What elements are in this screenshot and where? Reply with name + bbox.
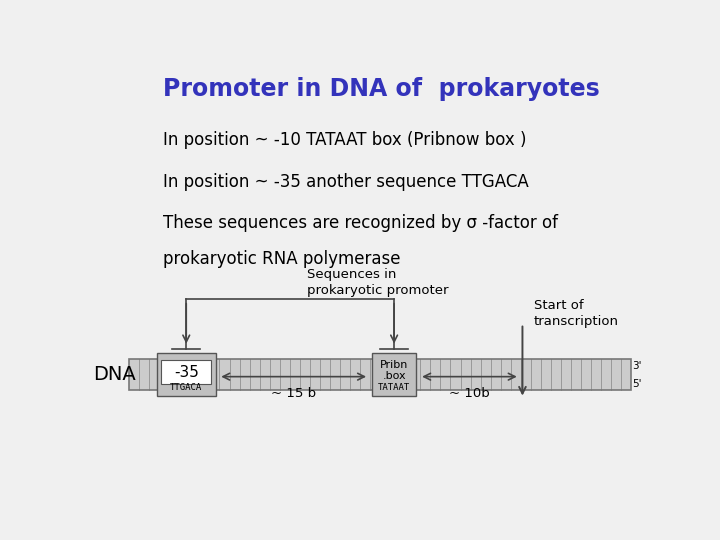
- Bar: [372, 353, 416, 396]
- Bar: [157, 353, 215, 396]
- Text: 5': 5': [632, 379, 642, 389]
- Text: ~ 10b: ~ 10b: [449, 387, 490, 400]
- Text: 3': 3': [632, 361, 642, 371]
- Text: Sequences in
prokaryotic promoter: Sequences in prokaryotic promoter: [307, 268, 449, 296]
- Text: These sequences are recognized by σ -factor of: These sequences are recognized by σ -fac…: [163, 214, 557, 233]
- Text: prokaryotic RNA polymerase: prokaryotic RNA polymerase: [163, 250, 400, 268]
- Bar: [161, 360, 211, 384]
- Text: Promoter in DNA of  prokaryotes: Promoter in DNA of prokaryotes: [163, 77, 599, 102]
- Text: -35: -35: [174, 364, 199, 380]
- Text: ~ 15 b: ~ 15 b: [271, 387, 316, 400]
- Text: In position ~ -10 TATAAT box (Pribnow box ): In position ~ -10 TATAAT box (Pribnow bo…: [163, 131, 526, 150]
- Text: In position ~ -35 another sequence TTGACA: In position ~ -35 another sequence TTGAC…: [163, 173, 528, 191]
- Text: Start of
transcription: Start of transcription: [534, 299, 618, 328]
- Bar: [129, 359, 631, 390]
- Text: TTGACA: TTGACA: [170, 383, 202, 392]
- Text: TATAAT: TATAAT: [378, 383, 410, 392]
- Text: DNA: DNA: [93, 365, 135, 384]
- Text: Pribn
.box: Pribn .box: [380, 360, 408, 381]
